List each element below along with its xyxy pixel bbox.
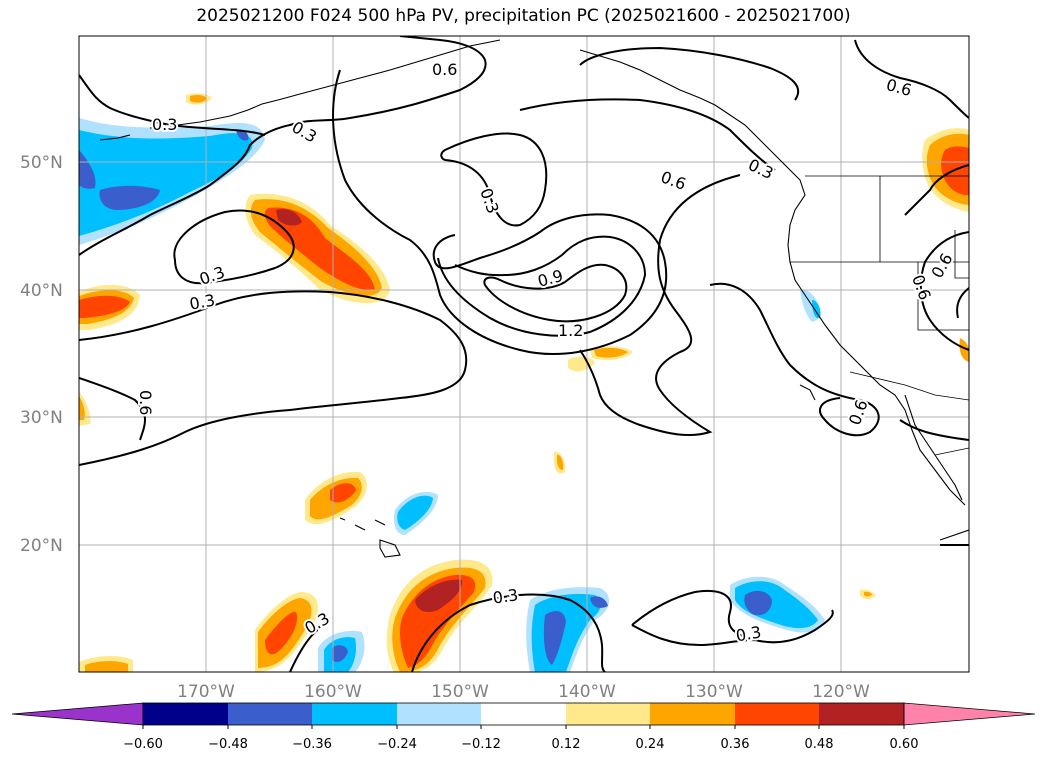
lon-labels: 170°W 160°W 150°W 140°W 130°W 120°W [177,682,870,702]
colorbar-tick: 0.36 [721,737,750,752]
colorbar-tick: −0.60 [123,737,163,752]
contour-label: 1.2 [558,321,583,340]
colorbar-swatch [819,703,904,725]
colorbar: −0.60 −0.48 −0.36 −0.24 −0.12 0.12 0.24 … [11,702,1036,752]
colorbar-swatch [650,703,735,725]
colorbar-swatch [735,703,819,725]
lat-label: 40°N [20,281,63,301]
gridlines [79,36,969,672]
colorbar-swatch [312,703,397,725]
contour-label: 0.6 [432,60,457,79]
colorbar-swatch [397,703,481,725]
colorbar-swatch [481,703,566,725]
colorbar-tick: −0.24 [377,737,417,752]
lon-label: 140°W [558,682,616,702]
lon-label: 160°W [304,682,362,702]
lon-label: 170°W [177,682,235,702]
coastlines [99,39,969,558]
lon-label: 150°W [431,682,489,702]
colorbar-swatch [143,703,228,725]
colorbar-tick: −0.48 [208,737,248,752]
colorbar-swatch [228,703,312,725]
precip-shading [79,93,969,672]
colorbar-tick: −0.12 [461,737,501,752]
colorbar-tick: 0.48 [805,737,834,752]
colorbar-tick: 0.12 [552,737,581,752]
map-border [78,35,970,673]
contour-label: 0.3 [152,115,177,134]
colorbar-extend-min [11,702,144,726]
colorbar-swatch [566,703,650,725]
colorbar-tick: −0.36 [292,737,332,752]
colorbar-extend-max [903,702,1036,726]
lat-label: 20°N [20,536,63,556]
lat-label: 30°N [20,408,63,428]
colorbar-tick: 0.24 [636,737,665,752]
lat-labels: 50°N 40°N 30°N 20°N [20,153,63,556]
lat-label: 50°N [20,153,63,173]
colorbar-tick: 0.60 [890,737,919,752]
contour-label: 0.3 [492,585,520,607]
lon-label: 120°W [812,682,870,702]
lon-label: 130°W [685,682,743,702]
map-title: 2025021200 F024 500 hPa PV, precipitatio… [196,6,851,26]
pv-contours [79,36,969,672]
contour-label: 0.6 [136,390,155,415]
